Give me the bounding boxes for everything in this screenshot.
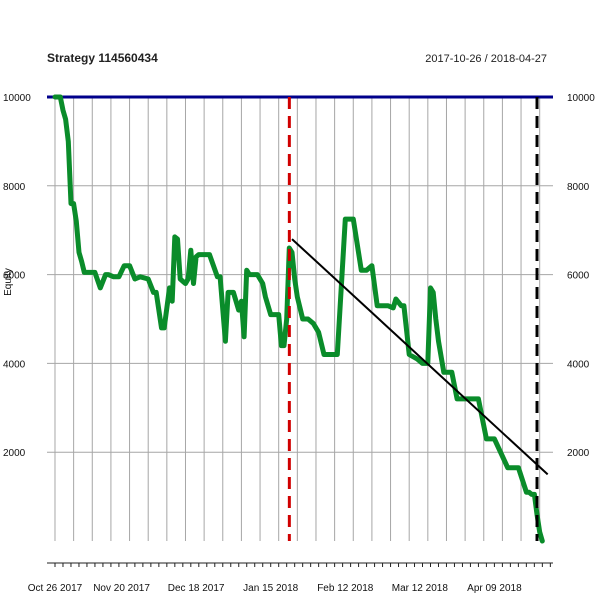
x-tick-label: Feb 12 2018: [317, 583, 374, 594]
gridlines: [47, 96, 553, 541]
y-tick-label-right: 4000: [567, 359, 590, 370]
y-axis-left: 2000 4000 6000 8000 10000: [3, 93, 31, 459]
date-range-label: 2017-10-26 / 2018-04-27: [425, 53, 547, 65]
x-tick-label: Mar 12 2018: [392, 583, 449, 594]
x-axis: Oct 26 2017 Nov 20 2017 Dec 18 2017 Jan 15 …: [28, 562, 553, 594]
y-tick-label-right: 2000: [567, 448, 590, 459]
y-tick-label-right: 10000: [567, 93, 595, 104]
chart-title: Strategy 114560434: [47, 51, 158, 65]
overlay-lines: [287, 97, 549, 541]
x-tick-label: Apr 09 2018: [467, 583, 522, 594]
y-axis-label: Equity: [3, 268, 14, 296]
equity-line: [52, 94, 545, 544]
y-tick-label-left: 4000: [3, 359, 26, 370]
x-tick-label: Dec 18 2017: [168, 583, 225, 594]
y-tick-label-left: 2000: [3, 448, 26, 459]
y-axis-right: 2000 4000 6000 8000 10000: [567, 93, 595, 459]
y-tick-label-left: 10000: [3, 93, 31, 104]
x-tick-label: Nov 20 2017: [93, 583, 150, 594]
equity-series-group: [52, 94, 545, 544]
x-tick-label: Jan 15 2018: [243, 583, 298, 594]
x-tick-label: Oct 26 2017: [28, 583, 83, 594]
trend-line: [291, 238, 549, 476]
y-tick-label-left: 8000: [3, 182, 26, 193]
y-tick-label-left: 6000: [3, 271, 26, 282]
y-tick-label-right: 6000: [567, 271, 590, 282]
y-tick-label-right: 8000: [567, 182, 590, 193]
